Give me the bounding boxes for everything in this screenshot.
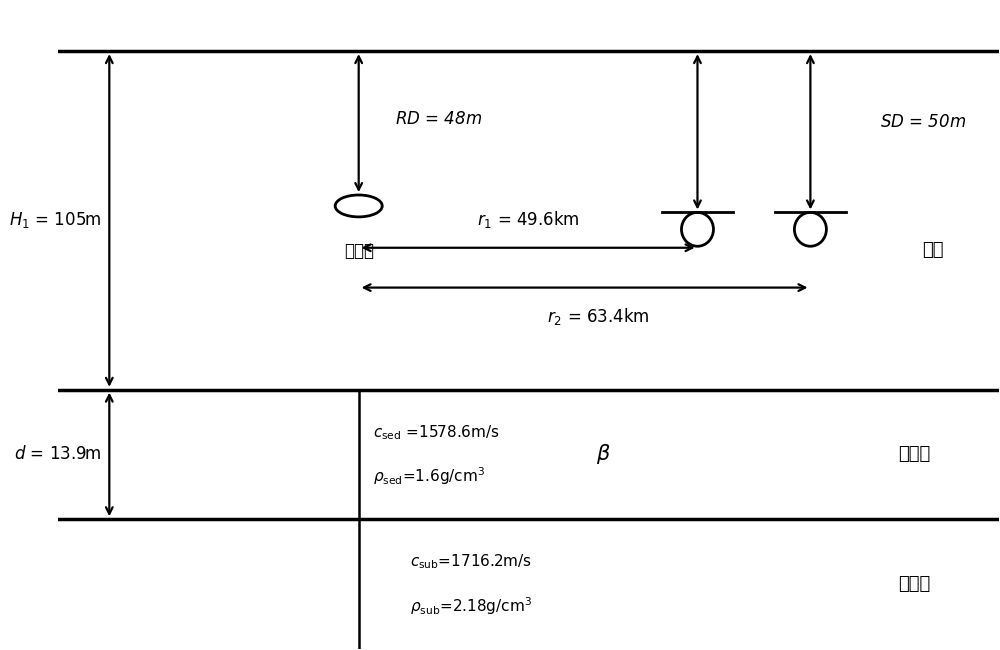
Text: $H_{1}$ = 105m: $H_{1}$ = 105m [9, 211, 102, 231]
Text: 海水: 海水 [922, 241, 943, 259]
Text: $r_{2}$ = 63.4km: $r_{2}$ = 63.4km [547, 306, 650, 326]
Text: $\rho_{\mathrm{sub}}$=2.18g/cm$^{3}$: $\rho_{\mathrm{sub}}$=2.18g/cm$^{3}$ [410, 595, 533, 617]
Text: 基底层: 基底层 [898, 575, 930, 593]
Text: $RD$ = 48m: $RD$ = 48m [395, 110, 482, 127]
Text: $\rho_{\mathrm{sed}}$=1.6g/cm$^{3}$: $\rho_{\mathrm{sed}}$=1.6g/cm$^{3}$ [373, 465, 485, 488]
Text: $SD$ = 50m: $SD$ = 50m [880, 113, 966, 131]
Text: 水听器: 水听器 [344, 242, 374, 260]
Text: $\beta$: $\beta$ [596, 443, 611, 467]
Text: $c_{\mathrm{sed}}$ =1578.6m/s: $c_{\mathrm{sed}}$ =1578.6m/s [373, 423, 500, 442]
Text: $d$ = 13.9m: $d$ = 13.9m [14, 445, 102, 463]
Text: 沉积层: 沉积层 [898, 445, 930, 463]
Text: $r_{1}$ = 49.6km: $r_{1}$ = 49.6km [477, 209, 579, 230]
Text: $c_{\mathrm{sub}}$=1716.2m/s: $c_{\mathrm{sub}}$=1716.2m/s [410, 552, 533, 571]
